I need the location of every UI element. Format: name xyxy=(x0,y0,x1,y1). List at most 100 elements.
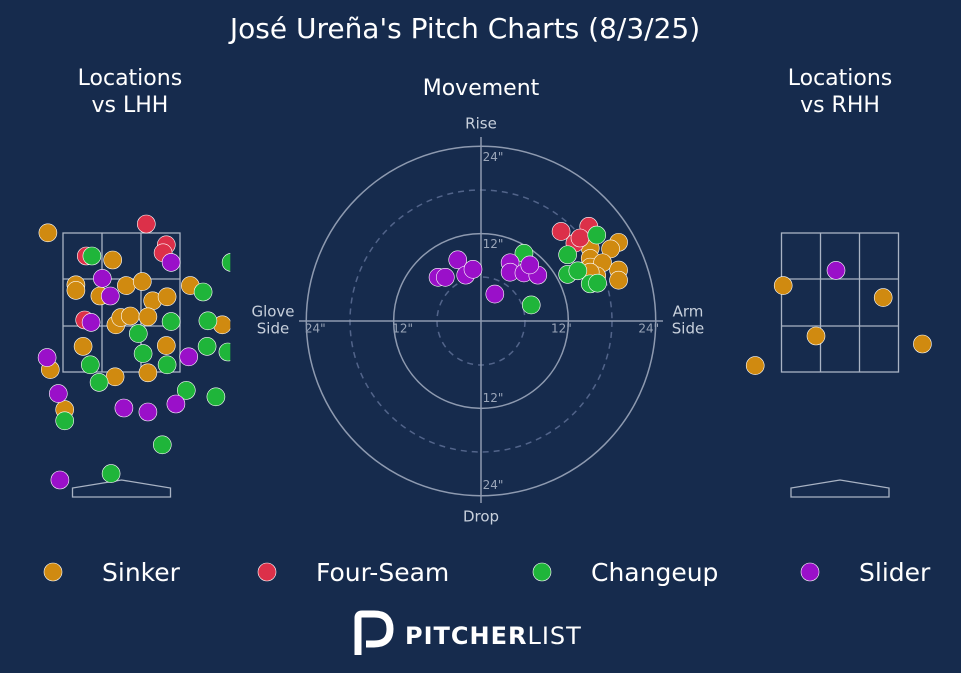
pitch-point xyxy=(103,250,122,270)
pitch-point xyxy=(521,295,541,315)
pitch-point xyxy=(448,250,468,270)
axis-label: Arm xyxy=(673,303,704,321)
pitch-point xyxy=(485,284,505,304)
axis-label: Side xyxy=(672,320,704,338)
legend-marker xyxy=(43,562,63,582)
legend-label: Slider xyxy=(859,558,931,587)
pitch-point xyxy=(89,373,109,392)
logo-text: PITCHERLIST xyxy=(405,622,582,650)
panel-title: Movement xyxy=(423,76,540,101)
pitch-point xyxy=(588,273,607,293)
pitch-point xyxy=(133,272,152,291)
pitch-point xyxy=(197,337,217,356)
logo-icon xyxy=(354,610,394,655)
y-tick-label: 24" xyxy=(483,150,504,164)
home-plate xyxy=(71,479,172,498)
legend-label: Sinker xyxy=(102,558,181,587)
pitch-point xyxy=(101,286,120,306)
x-tick-label: 24" xyxy=(305,322,326,336)
pitch-point xyxy=(551,222,571,241)
pitch-point xyxy=(218,342,231,362)
pitch-point xyxy=(157,355,177,375)
pitch-point xyxy=(82,246,102,266)
legend-marker xyxy=(257,562,277,582)
x-tick-label: 12" xyxy=(551,322,572,336)
logo-bold: PITCHER xyxy=(405,622,527,650)
pitch-point xyxy=(38,223,58,243)
pitch-point xyxy=(133,344,153,363)
pitch-point xyxy=(177,381,196,400)
pitch-point xyxy=(101,464,121,483)
pitch-point xyxy=(129,324,148,343)
points xyxy=(745,261,932,375)
legend-marker xyxy=(532,562,552,582)
pitch-point xyxy=(93,269,112,288)
pitch-point xyxy=(50,470,70,490)
pitch-point xyxy=(37,348,57,367)
pitch-point xyxy=(73,337,93,356)
axis-label: Drop xyxy=(463,508,499,526)
axis-label: Side xyxy=(257,320,289,338)
pitch-point xyxy=(745,356,765,375)
pitch-point xyxy=(179,347,198,367)
pitch-point xyxy=(161,312,181,331)
x-tick-label: 24" xyxy=(638,322,659,336)
legend-label: Changeup xyxy=(591,558,718,587)
pitch-point xyxy=(153,435,172,455)
pitch-point xyxy=(157,287,177,307)
home-plate xyxy=(790,479,890,498)
pitch-point xyxy=(609,270,628,290)
pitch-point xyxy=(121,306,140,326)
pitch-point xyxy=(81,355,100,375)
logo: PITCHERLIST xyxy=(354,610,582,655)
pitch-point xyxy=(773,276,793,295)
pitch-point xyxy=(105,367,125,387)
pitch-point xyxy=(568,261,588,281)
panel-title: Locations xyxy=(78,66,183,91)
pitch-point xyxy=(157,336,176,355)
strike-zone xyxy=(780,232,900,373)
pitch-point xyxy=(221,253,231,272)
pitch-point xyxy=(198,311,218,331)
pitch-point xyxy=(558,245,577,265)
pitch-point xyxy=(913,334,932,354)
pitch-point xyxy=(436,268,455,287)
pitch-point xyxy=(826,261,846,280)
points xyxy=(37,214,231,490)
legend-marker xyxy=(800,562,820,582)
pitch-point xyxy=(570,228,590,248)
panel-title: vs RHH xyxy=(800,93,880,118)
axis-label: Rise xyxy=(465,115,497,133)
pitch-point xyxy=(55,411,74,431)
y-tick-label: 12" xyxy=(483,391,504,405)
panel-title: Locations xyxy=(788,66,893,91)
pitch-point xyxy=(206,387,226,407)
x-tick-label: 12" xyxy=(392,322,413,336)
pitch-point xyxy=(114,398,134,418)
pitch-point xyxy=(463,260,483,279)
pitch-point xyxy=(161,253,181,272)
pitch-point xyxy=(48,384,68,403)
pitch-point xyxy=(138,402,158,422)
logo-light: LIST xyxy=(527,622,581,650)
pitch-point xyxy=(66,281,86,300)
y-tick-label: 24" xyxy=(483,478,504,492)
pitch-point xyxy=(137,214,156,234)
legend-label: Four-Seam xyxy=(316,558,449,587)
pitch-point xyxy=(873,288,893,307)
panel-title: vs LHH xyxy=(91,93,168,118)
pitch-point xyxy=(81,313,101,332)
y-tick-label: 12" xyxy=(483,237,504,251)
pitch-point xyxy=(117,276,136,295)
pitch-point xyxy=(806,326,826,346)
pitch-point xyxy=(166,394,186,414)
axis-label: Glove xyxy=(251,303,294,321)
pitch-point xyxy=(587,225,607,245)
pitch-point xyxy=(193,282,213,302)
chart-title: José Ureña's Pitch Charts (8/3/25) xyxy=(228,12,700,45)
pitch-point xyxy=(138,307,158,327)
pitch-point xyxy=(520,255,540,275)
pitch-point xyxy=(138,363,158,383)
pitch-point xyxy=(601,239,620,259)
